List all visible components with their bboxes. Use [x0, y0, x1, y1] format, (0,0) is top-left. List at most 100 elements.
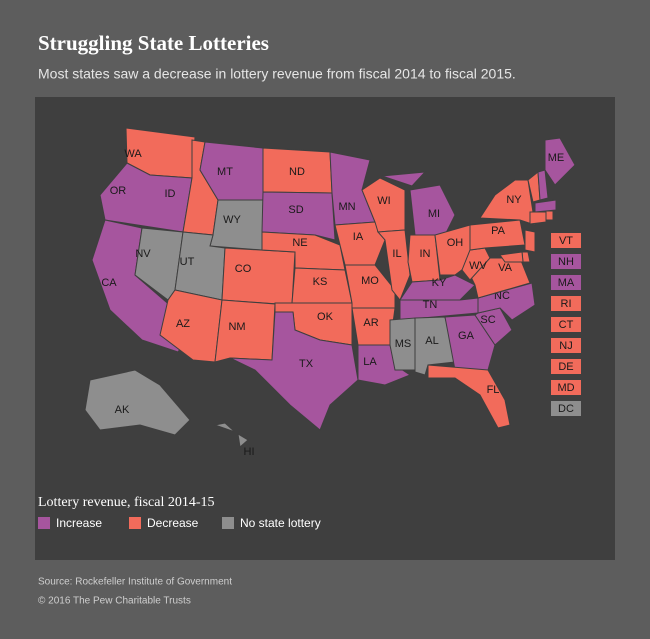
state-box — [551, 401, 581, 416]
state-label: SC — [480, 314, 495, 326]
state: AR — [351, 307, 396, 346]
state-label: ND — [289, 166, 305, 178]
state-label: VT — [559, 235, 573, 247]
state-shape — [524, 229, 536, 253]
small-state: DC — [551, 401, 581, 416]
state-label: DC — [558, 403, 574, 415]
state-label: WA — [124, 148, 142, 160]
state: ND — [262, 147, 333, 194]
state: NY — [479, 179, 536, 226]
state-label: GA — [458, 330, 475, 342]
state-label: MN — [338, 201, 355, 213]
state: HI — [213, 422, 255, 458]
state-label: HI — [244, 446, 255, 458]
state-label: NM — [228, 321, 245, 333]
state-shape — [477, 282, 536, 321]
state-shape — [537, 169, 549, 201]
state-label: VA — [498, 262, 513, 274]
state: NC — [477, 282, 536, 321]
state-box — [551, 317, 581, 332]
state-box — [551, 359, 581, 374]
legend-label: Increase — [56, 516, 102, 530]
state-label: UT — [180, 256, 195, 268]
legend: Increase Decrease No state lottery — [38, 516, 321, 530]
subtitle: Most states saw a decrease in lottery re… — [38, 66, 516, 82]
state-label: PA — [491, 225, 506, 237]
state: MI — [381, 171, 456, 236]
state-label: CT — [559, 319, 574, 331]
state-shape — [229, 311, 359, 431]
small-state: NJ — [524, 229, 581, 353]
state-label: WY — [223, 214, 241, 226]
state-shape — [409, 184, 456, 236]
state-label: ID — [165, 188, 176, 200]
state-shape — [389, 317, 416, 371]
state-label: OK — [317, 311, 334, 323]
state: LA — [357, 344, 412, 386]
source: Source: Rockefeller Institute of Governm… — [38, 577, 232, 588]
state-shape — [544, 137, 576, 186]
state-label: IN — [420, 248, 431, 260]
state-box — [551, 233, 581, 248]
state-label: AL — [425, 335, 438, 347]
legend-swatch — [38, 517, 50, 529]
legend-title: Lottery revenue, fiscal 2014-15 — [38, 495, 215, 510]
small-state: MD — [499, 251, 581, 395]
state-label: NV — [135, 248, 151, 260]
state: ME — [544, 137, 576, 186]
state-label: MT — [217, 166, 233, 178]
state: MO — [344, 264, 396, 309]
state-label: FL — [487, 384, 500, 396]
small-state: MA — [534, 199, 581, 290]
state-label: OR — [110, 185, 127, 197]
state-label: TN — [423, 299, 438, 311]
state-shape — [84, 369, 191, 436]
state-shape — [381, 171, 427, 187]
state: IN — [407, 234, 441, 283]
state-label: CO — [235, 263, 252, 275]
legend-swatch — [129, 517, 141, 529]
state-shape — [209, 199, 264, 251]
state: GA — [444, 314, 496, 371]
state: WV — [461, 247, 491, 281]
state-label: MO — [361, 275, 379, 287]
state: CO — [221, 247, 296, 306]
state: WY — [209, 199, 264, 251]
state-shape — [237, 433, 249, 448]
state-label: ME — [548, 152, 565, 164]
state: NM — [214, 299, 276, 363]
state: OR — [99, 162, 193, 233]
state-box — [551, 338, 581, 353]
state: PA — [469, 219, 526, 251]
state-label: CA — [101, 277, 117, 289]
state: AL — [414, 316, 456, 376]
state-label: NJ — [559, 340, 572, 352]
small-state: NH — [537, 169, 581, 269]
state: SD — [261, 191, 336, 241]
state-label: AK — [115, 404, 130, 416]
state-shape — [534, 199, 557, 213]
legend-swatch — [222, 517, 234, 529]
state-shape — [261, 191, 336, 241]
small-state: CT — [529, 211, 581, 332]
title: Struggling State Lotteries — [38, 31, 269, 55]
state-shape — [545, 210, 554, 221]
state: FL — [427, 364, 511, 429]
state: KS — [291, 267, 353, 304]
state: TX — [229, 311, 359, 431]
state-label: NE — [292, 237, 307, 249]
state-label: MD — [557, 382, 574, 394]
state-label: RI — [561, 298, 572, 310]
state-box — [551, 254, 581, 269]
state-shape — [427, 364, 511, 429]
state-label: AZ — [176, 318, 190, 330]
state-label: WV — [469, 260, 487, 272]
state-box — [551, 296, 581, 311]
small-state: DE — [521, 251, 581, 374]
state-label: MI — [428, 208, 440, 220]
copyright: © 2016 The Pew Charitable Trusts — [38, 596, 191, 607]
state: NE — [261, 231, 346, 271]
state: AZ — [159, 289, 223, 363]
